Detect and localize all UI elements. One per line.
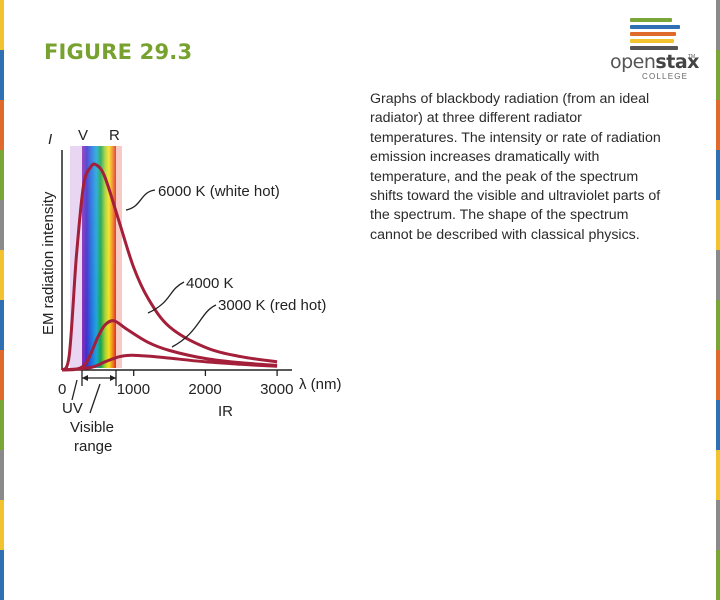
edge-stripe-segment: [716, 50, 720, 100]
logo-college: COLLEGE: [642, 72, 689, 81]
edge-stripe-segment: [0, 450, 4, 500]
edge-stripe-segment: [0, 300, 4, 350]
edge-stripe-segment: [716, 200, 720, 250]
violet-label: V: [78, 127, 88, 144]
figure-caption: Graphs of blackbody radiation (from an i…: [370, 91, 661, 243]
edge-stripe-segment: [0, 200, 4, 250]
edge-stripe-segment: [0, 50, 4, 100]
edge-stripe-segment: [0, 250, 4, 300]
logo-bar: [630, 39, 674, 43]
x-tick-label: 0: [58, 381, 66, 398]
logo-wordmark: openstax: [610, 51, 699, 73]
edge-stripe-segment: [0, 500, 4, 550]
uv-pointer: [71, 379, 78, 401]
curve-label-leader: [171, 304, 217, 348]
edge-stripe-segment: [716, 450, 720, 500]
edge-stripe-segment: [716, 400, 720, 450]
y-axis-label: EM radiation intensity: [40, 191, 57, 335]
curve-4000-k: [61, 319, 278, 372]
edge-stripe-segment: [716, 250, 720, 300]
curve-label-leader: [125, 189, 156, 211]
edge-stripe-segment: [0, 400, 4, 450]
x-axis-ticks: 0 1000 2000 3000: [58, 370, 293, 398]
edge-stripe-segment: [716, 350, 720, 400]
curve-label: 4000 K: [186, 275, 234, 292]
visible-range-line-2: range: [74, 438, 112, 455]
edge-stripe-segment: [0, 150, 4, 200]
openstax-logo: openstax TM COLLEGE: [606, 14, 699, 82]
x-tick-label: 2000: [188, 381, 221, 398]
visible-pointer: [89, 383, 101, 414]
visible-range-marker-left-arrow: [82, 375, 88, 381]
visible-range-line-1: Visible: [70, 419, 114, 436]
edge-stripe-segment: [716, 150, 720, 200]
logo-bar: [630, 32, 676, 36]
edge-stripe-segment: [0, 100, 4, 150]
curve-label: 6000 K (white hot): [158, 183, 280, 200]
edge-stripe-segment: [716, 500, 720, 550]
logo-bar: [630, 46, 678, 50]
edge-stripe-segment: [0, 550, 4, 600]
edge-stripe-segment: [716, 300, 720, 350]
x-tick-label: 1000: [117, 381, 150, 398]
logo-bar: [630, 25, 680, 29]
curve-label-layer: 6000 K (white hot) 4000 K 3000 K (red hot): [125, 183, 326, 348]
logo-trademark: TM: [688, 54, 696, 60]
ir-edge-band: [116, 146, 122, 368]
visible-range-marker-right-arrow: [110, 375, 116, 381]
curve-6000-k-white-hot: [60, 162, 278, 372]
x-tick-label: 3000: [260, 381, 293, 398]
curve-3000-k-red-hot: [61, 353, 278, 372]
logo-bar: [630, 18, 672, 22]
curve-label-leader: [147, 281, 185, 314]
y-axis-symbol: I: [48, 131, 52, 148]
edge-stripe-segment: [716, 550, 720, 600]
edge-stripe-segment: [0, 0, 4, 50]
red-label: R: [109, 127, 120, 144]
uv-label: UV: [62, 400, 83, 417]
visible-range-label: Visible range: [70, 419, 118, 455]
curve-layer: [60, 162, 278, 372]
edge-stripe-segment: [0, 350, 4, 400]
x-axis-label: λ (nm): [299, 376, 342, 393]
ir-label: IR: [218, 403, 233, 420]
curve-label: 3000 K (red hot): [218, 297, 326, 314]
edge-stripe-segment: [716, 0, 720, 50]
figure-title: FIGURE 29.3: [44, 40, 193, 64]
blackbody-chart: 0 1000 2000 3000 I EM radiation intensity λ…: [40, 127, 342, 455]
edge-stripe-segment: [716, 100, 720, 150]
